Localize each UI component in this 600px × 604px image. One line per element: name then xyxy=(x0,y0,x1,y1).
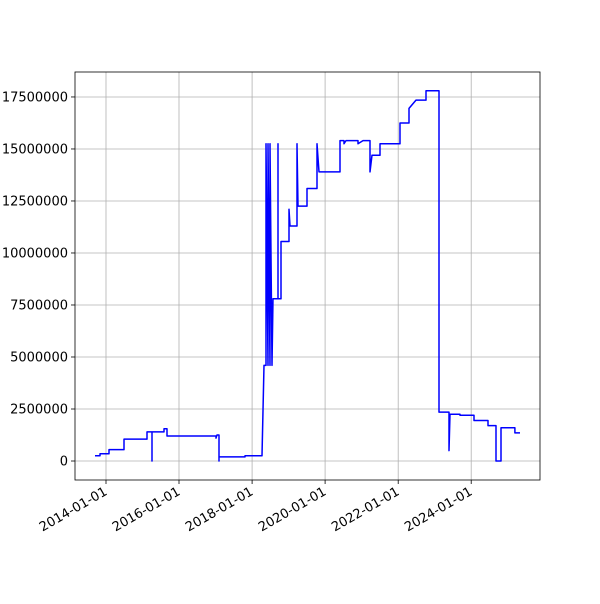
y-tick-label: 5000000 xyxy=(10,350,68,365)
y-tick-label: 0 xyxy=(60,455,68,470)
y-tick-label: 7500000 xyxy=(10,298,68,313)
y-tick-label: 15000000 xyxy=(2,142,68,157)
plot-frame xyxy=(74,71,541,481)
y-tick-label: 2500000 xyxy=(10,403,68,418)
y-tick-label: 10000000 xyxy=(2,246,68,261)
y-tick-label: 17500000 xyxy=(2,90,68,105)
data-line xyxy=(95,89,520,462)
y-tick-label: 12500000 xyxy=(2,194,68,209)
